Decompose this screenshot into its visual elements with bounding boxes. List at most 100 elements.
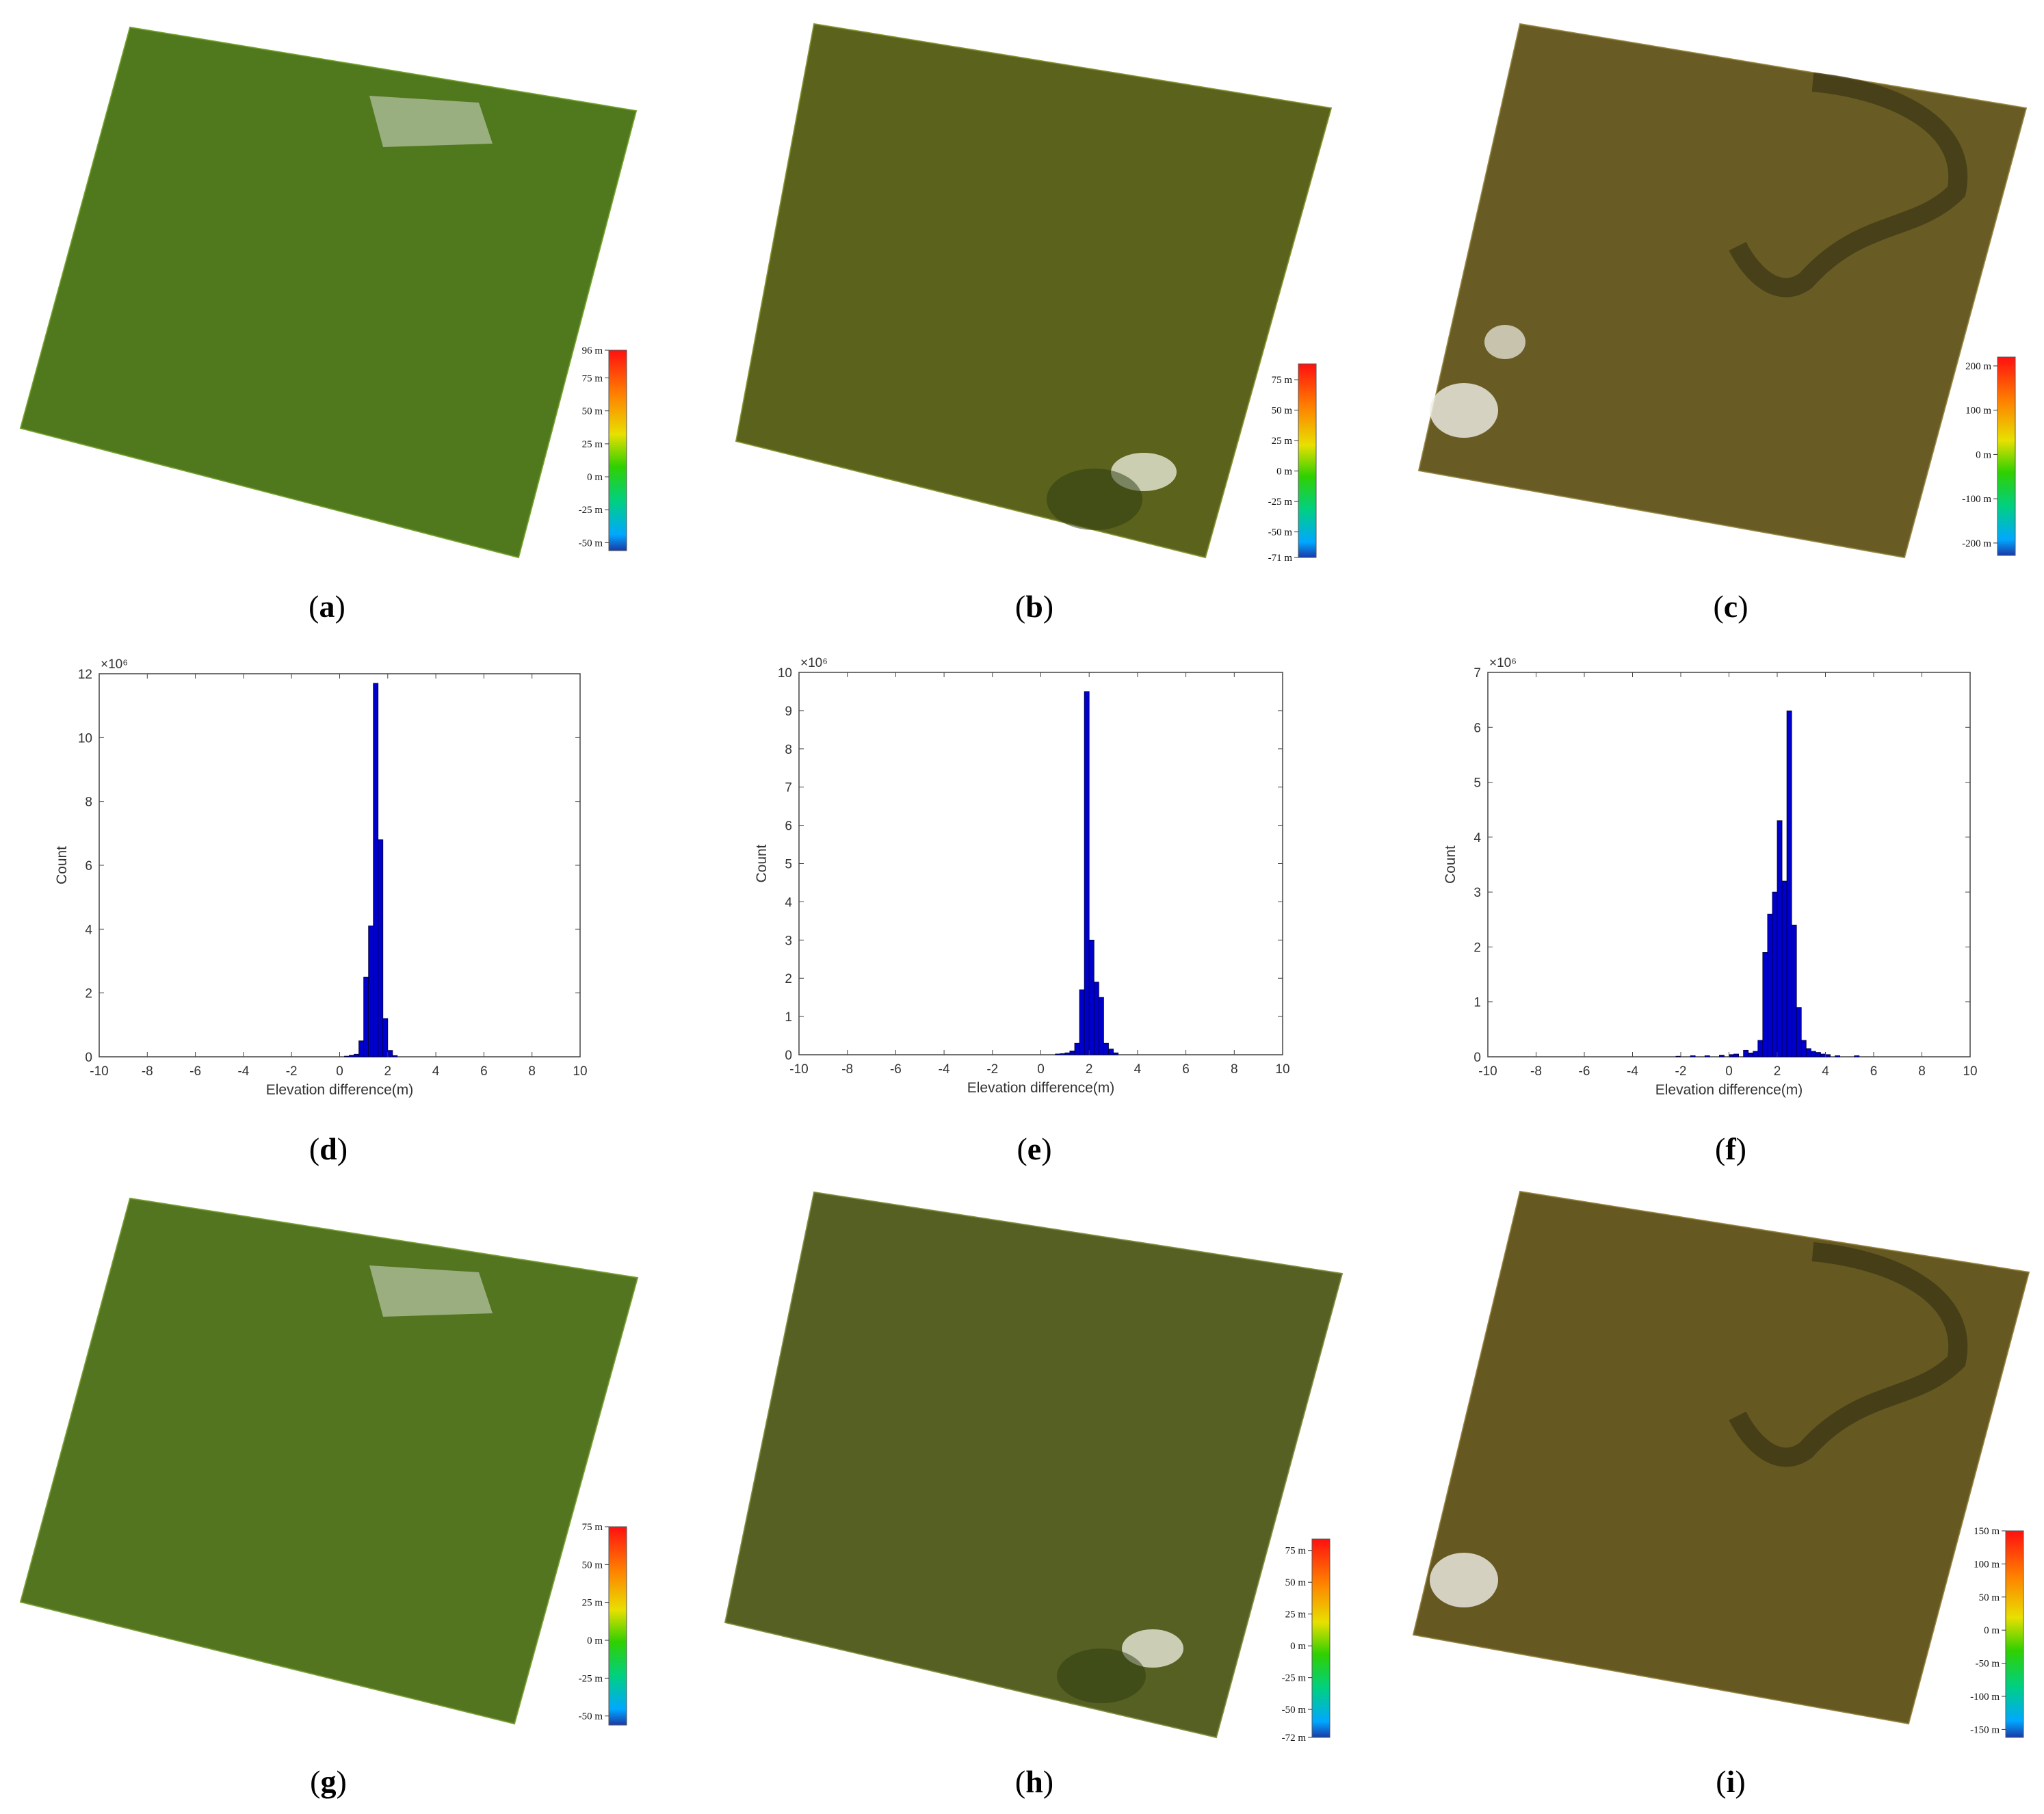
bright-patch	[1122, 1629, 1183, 1668]
histogram-bar	[1079, 989, 1085, 1055]
colorbar-tick-label: -25 m	[1268, 497, 1293, 508]
y-tick-label: 10	[778, 666, 792, 681]
histogram-bar	[358, 1040, 365, 1057]
colorbar-tick-label: 150 m	[1974, 1526, 2000, 1537]
histogram-bar	[1060, 1053, 1066, 1055]
colorbar-tick-label: -50 m	[1268, 527, 1293, 538]
colorbar-tick-label: -200 m	[1962, 538, 1991, 549]
x-tick-label: -2	[986, 1062, 998, 1077]
x-tick-label: 10	[1963, 1064, 1977, 1079]
histogram-bar	[1718, 1055, 1725, 1057]
histogram-bar	[1098, 997, 1104, 1055]
histogram-bar	[392, 1055, 398, 1057]
y-tick-label: 2	[785, 972, 792, 986]
histogram-bar	[349, 1055, 354, 1057]
colorbar-ramp	[1997, 356, 2016, 556]
x-axis-label: Elevation difference(m)	[1655, 1082, 1803, 1098]
x-tick-label: -4	[939, 1062, 950, 1077]
histogram-bar	[1757, 1040, 1764, 1057]
histogram-bar	[1805, 1048, 1811, 1057]
colorbar-tick-label: -71 m	[1268, 553, 1293, 564]
colorbar-tick-label: -25 m	[579, 505, 603, 516]
histogram-bar	[1777, 820, 1783, 1057]
x-tick-label: -2	[286, 1064, 298, 1079]
colorbar-tick-label: 50 m	[1979, 1592, 2000, 1603]
histogram-bar	[1729, 1054, 1734, 1057]
histogram-bar	[373, 683, 379, 1057]
y-exponent-label: ×10⁶	[800, 656, 828, 670]
map-panel-g	[19, 1197, 639, 1725]
x-tick-label: 4	[1134, 1062, 1142, 1077]
y-tick-label: 10	[78, 731, 92, 746]
colorbar-h: 75 m 50 m 25 m 0 m -25 m -50 m -72 m	[1282, 1538, 1331, 1744]
colorbar-tick-label: 96 m	[582, 345, 603, 356]
colorbar-tick-label: 50 m	[582, 1560, 603, 1570]
panel-labels: (a) (b) (c) (d) (e) (f) (g) (h) (i)	[309, 589, 1748, 1799]
y-tick-label: 6	[1473, 721, 1481, 735]
x-tick-label: -2	[1675, 1064, 1687, 1079]
x-tick-label: -6	[890, 1062, 902, 1077]
y-tick-label: 6	[85, 859, 92, 873]
histogram-bar	[1781, 880, 1787, 1057]
histogram-bar	[1074, 1042, 1080, 1055]
histogram-bar	[1690, 1055, 1696, 1057]
colorbar-tick-label: 0 m	[1984, 1625, 2000, 1636]
y-tick-label: 3	[1473, 886, 1481, 900]
y-tick-label: 2	[1473, 941, 1481, 955]
colorbar-b: 75 m 50 m 25 m 0 m -25 m -50 m -71 m	[1268, 363, 1317, 564]
colorbar-tick-label: 50 m	[1285, 1577, 1307, 1588]
histogram-bar	[1772, 891, 1778, 1057]
panel-label-b: (b)	[1015, 589, 1053, 624]
histogram-bar	[387, 1050, 393, 1057]
y-exponent-label: ×10⁶	[101, 657, 128, 672]
colorbar-a: 96 m 75 m 50 m 25 m 0 m -25 m -50 m	[579, 345, 627, 551]
canyon-ridge	[1729, 1242, 1968, 1467]
plot-area	[99, 673, 581, 1057]
y-tick-label: 1	[1473, 996, 1481, 1010]
histogram-bar	[1108, 1049, 1114, 1055]
colorbar-tick-label: -50 m	[579, 538, 603, 549]
histogram-bar	[1055, 1053, 1061, 1055]
histogram-bar	[1084, 691, 1090, 1055]
x-tick-label: -6	[189, 1064, 201, 1079]
colorbar-tick-label: -50 m	[1976, 1659, 2000, 1670]
x-tick-label: 4	[432, 1064, 440, 1079]
histogram-bar	[1810, 1051, 1816, 1057]
plot-area	[798, 672, 1283, 1055]
x-tick-label: -6	[1579, 1064, 1590, 1079]
x-tick-label: -10	[789, 1062, 808, 1077]
colorbar-tick-label: -72 m	[1282, 1733, 1307, 1744]
colorbar-tick-label: 0 m	[587, 1635, 603, 1646]
histogram-bar	[1820, 1053, 1826, 1057]
colorbar-tick-label: 25 m	[582, 1598, 603, 1609]
x-tick-label: 6	[480, 1064, 488, 1079]
histogram-bar	[1800, 1040, 1807, 1057]
x-tick-label: 2	[384, 1064, 392, 1079]
y-tick-label: 2	[85, 987, 92, 1001]
histogram-bar	[1069, 1051, 1075, 1055]
colorbar-tick-label: -50 m	[579, 1711, 603, 1722]
urban-patch	[369, 96, 493, 147]
histogram-bar	[344, 1055, 350, 1057]
panel-label-i: (i)	[1716, 1764, 1745, 1799]
bright-patch	[1484, 325, 1525, 359]
colorbar-tick-label: 75 m	[582, 1522, 603, 1533]
colorbar-tick-label: -25 m	[579, 1673, 603, 1684]
y-tick-label: 0	[85, 1051, 92, 1065]
plot-area	[1487, 672, 1971, 1057]
colorbars: 96 m75 m50 m25 m0 m-25 m-50 m75 m50 m25 …	[579, 345, 2024, 1744]
histogram-bar	[368, 925, 374, 1057]
y-axis-label: Count	[1443, 845, 1458, 884]
histogram-bar	[1762, 952, 1768, 1057]
panel-label-e: (e)	[1017, 1131, 1051, 1166]
y-exponent-label: ×10⁶	[1489, 656, 1517, 670]
panel-label-g: (g)	[310, 1764, 347, 1799]
x-tick-label: 4	[1822, 1064, 1829, 1079]
colorbar-tick-label: 75 m	[582, 373, 603, 384]
x-tick-label: 0	[1037, 1062, 1045, 1077]
y-tick-label: 8	[785, 743, 792, 757]
bright-patch	[1430, 1553, 1498, 1607]
histogram-bar	[1113, 1052, 1119, 1055]
histogram-bar	[1103, 1042, 1109, 1055]
x-tick-label: -8	[1530, 1064, 1542, 1079]
